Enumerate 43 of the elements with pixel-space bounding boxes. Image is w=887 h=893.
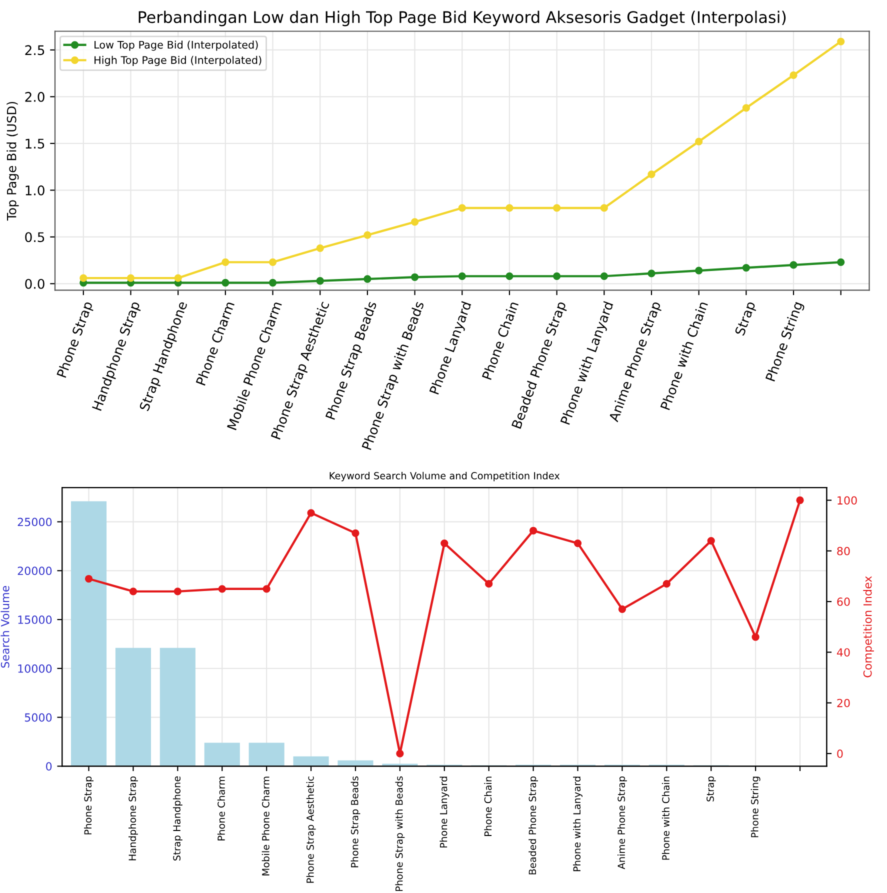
- y-tick-label: 5000: [24, 713, 52, 722]
- chart-title: Keyword Search Volume and Competition Index: [330, 472, 560, 482]
- y-axis-title: Top Page Bid (USD): [6, 102, 19, 221]
- y-tick-label: 0: [46, 762, 52, 771]
- x-tick-label: Phone Strap with Beads: [395, 776, 405, 891]
- y-tick-label: 1.5: [26, 138, 44, 149]
- x-tick-label: Anime Phone Strap: [617, 776, 627, 870]
- y2-tick-label: 20: [837, 698, 850, 708]
- y2-tick-label: 40: [836, 648, 850, 657]
- y-tick-label: 20000: [18, 566, 52, 576]
- y-tick-label: 1.0: [26, 185, 44, 196]
- x-tick-label: Phone String: [750, 776, 760, 838]
- x-tick-label: Beaded Phone Strap: [528, 776, 538, 874]
- x-tick-label: Strap: [706, 776, 716, 802]
- x-tick-label: Phone Strap: [84, 776, 94, 834]
- x-tick-label: Phone Charm: [217, 776, 225, 840]
- y-tick-label: 25000: [18, 518, 52, 526]
- x-tick-label: Strap: [734, 300, 758, 337]
- y2-tick-label: 0: [837, 750, 843, 758]
- legend-label: Low Top Page Bid (Interpolated): [94, 40, 258, 51]
- x-tick-label: Handphone Strap: [128, 776, 138, 860]
- x-tick-label: Strap Handphone: [172, 776, 182, 861]
- y-axis-title: Search Volume: [0, 586, 10, 668]
- x-tick-label: Phone with Chain: [662, 776, 670, 860]
- chart-title: Perbandingan Low dan High Top Page Bid Keyword Aksesoris Gadget (Interpolasi): [138, 10, 786, 26]
- y-tick-label: 0.5: [25, 232, 44, 242]
- x-tick-label: Phone Lanyard: [440, 776, 450, 848]
- y-tick-label: 2.5: [25, 45, 44, 56]
- y2-axis-title: Competition Index: [863, 576, 874, 678]
- y-tick-label: 0.0: [25, 278, 44, 289]
- x-tick-label: Phone Strap Aesthetic: [306, 776, 316, 883]
- y-tick-label: 15000: [18, 616, 52, 624]
- legend-label: High Top Page Bid (Interpolated): [94, 56, 262, 66]
- x-tick-label: Phone Strap Beads: [350, 776, 360, 868]
- y2-tick-label: 60: [837, 598, 850, 606]
- y2-tick-label: 100: [838, 496, 857, 505]
- x-tick-label: Phone with Lanyard: [573, 776, 582, 872]
- y-tick-label: 2.0: [25, 92, 44, 102]
- x-tick-label: Phone Chain: [484, 776, 492, 836]
- y-tick-label: 10000: [18, 664, 52, 673]
- x-tick-label: Mobile Phone Charm: [262, 776, 270, 876]
- x-tick-label: Phone Chain: [482, 301, 519, 380]
- y2-tick-label: 80: [837, 546, 850, 556]
